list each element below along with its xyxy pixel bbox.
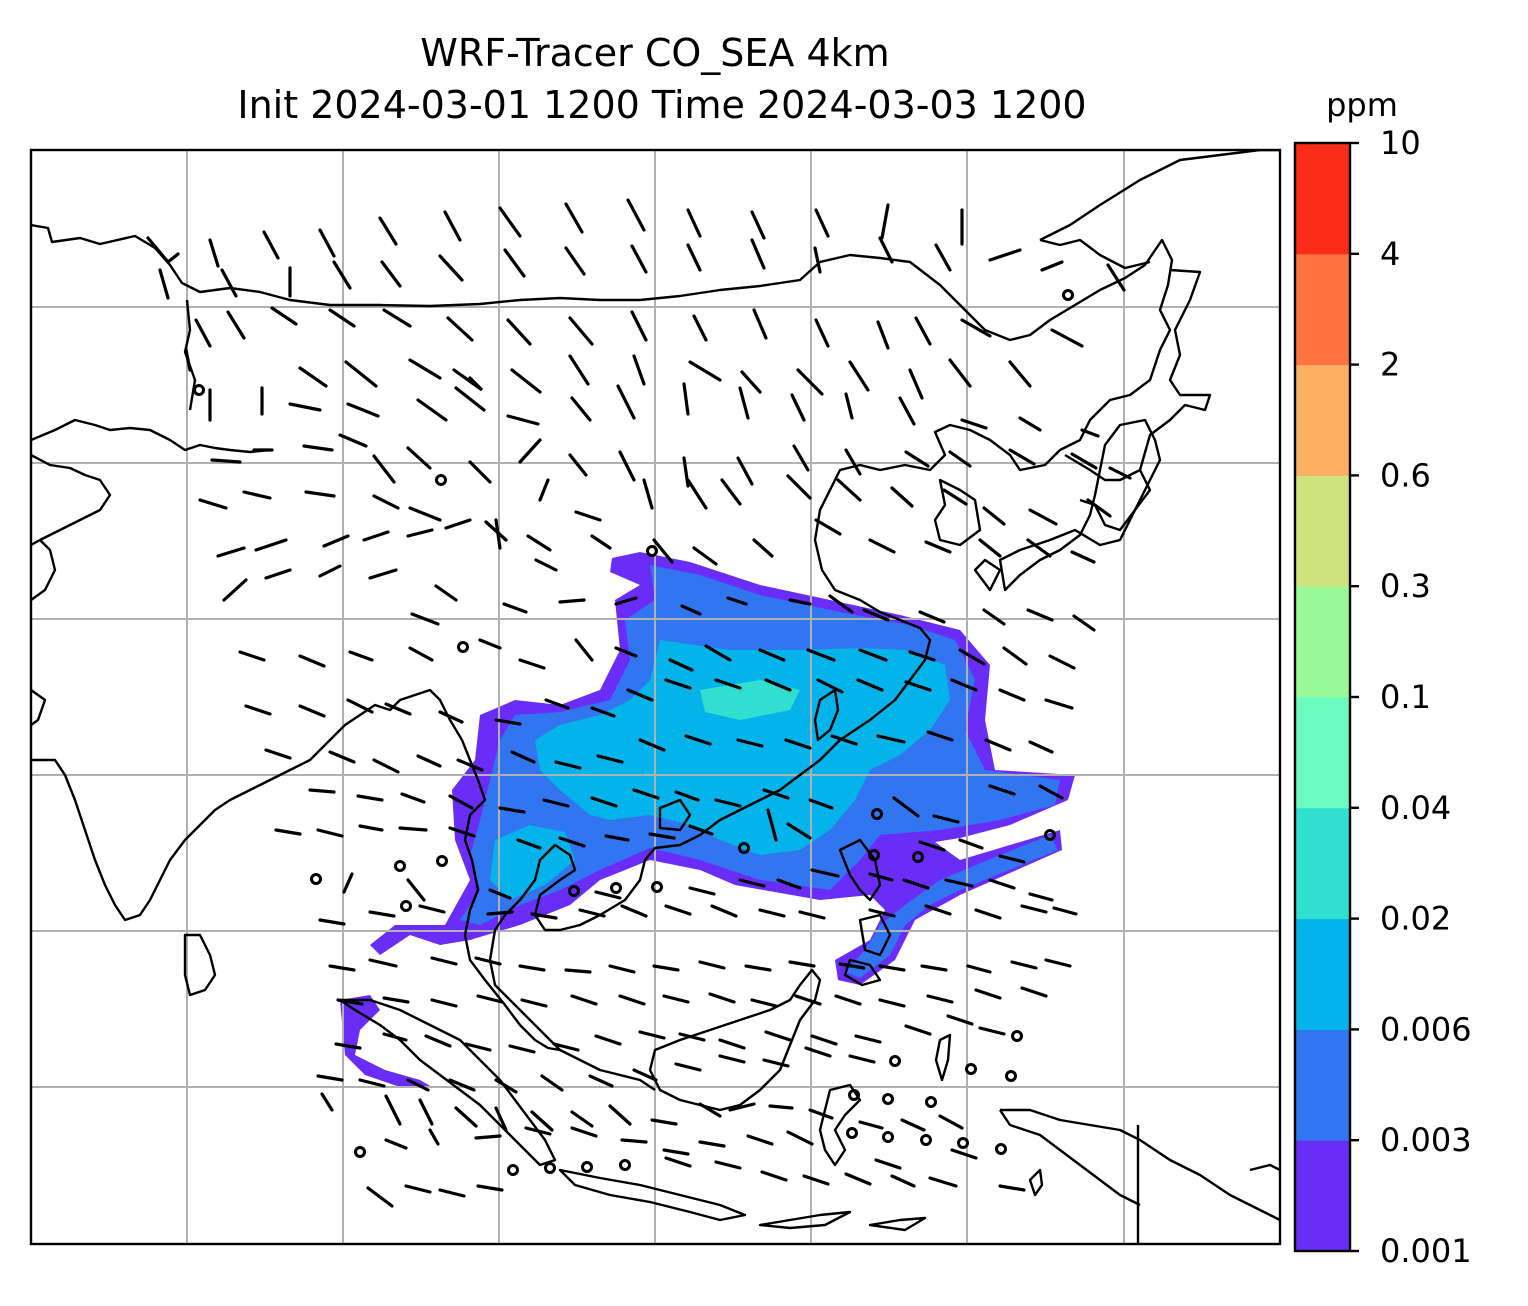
colorbar-tick-label: 0.003 (1380, 1121, 1472, 1159)
gridlines (31, 150, 1280, 1244)
colorbar-segment (1295, 918, 1350, 1030)
plume-level-4 (700, 680, 800, 720)
colorbar-tick-label: 0.6 (1380, 456, 1431, 494)
colorbar-tick-label: 0.02 (1380, 900, 1451, 938)
colorbar-tick-label: 0.001 (1380, 1232, 1472, 1270)
map-frame (29, 148, 1282, 1246)
colorbar-segment (1295, 1029, 1350, 1141)
colorbar-segment (1295, 143, 1350, 255)
colorbar-unit: ppm (1326, 86, 1398, 124)
map-title: WRF-Tracer CO_SEA 4km (420, 31, 889, 75)
colorbar: ppm 0.001 0.003 0.006 0.02 0.04 0.1 0.3 0.6 2 4 10 (1293, 86, 1472, 1270)
calm-wind-markers (193, 289, 1074, 1176)
colorbar-segment (1295, 807, 1350, 920)
colorbar-segment (1295, 253, 1350, 366)
map-panel (29, 148, 1282, 1246)
colorbar-segment (1295, 1140, 1350, 1252)
colorbar-tick-label: 10 (1380, 124, 1421, 162)
map-subtitle: Init 2024-03-01 1200 Time 2024-03-03 120… (237, 83, 1086, 127)
colorbar-tick-label: 0.3 (1380, 567, 1431, 605)
colorbar-tick-label: 0.04 (1380, 789, 1451, 827)
colorbar-tick-label: 2 (1380, 346, 1400, 384)
plume-level-3b (490, 825, 575, 900)
colorbar-tick-label: 0.006 (1380, 1010, 1472, 1048)
plume-level-2b (845, 835, 1058, 978)
colorbar-tick-label: 4 (1380, 235, 1400, 273)
colorbar-segment (1295, 586, 1350, 698)
coastlines (31, 150, 1280, 1244)
wind-barbs (146, 198, 1132, 1208)
colorbar-ticks: 0.001 0.003 0.006 0.02 0.04 0.1 0.3 0.6 2 4 10 (1350, 124, 1472, 1270)
plume-level-1b (340, 995, 432, 1087)
colorbar-tick-label: 0.1 (1380, 678, 1431, 716)
colorbar-segment (1295, 364, 1350, 476)
colorbar-segments (1295, 143, 1350, 1252)
colorbar-segment (1295, 697, 1350, 809)
colorbar-segment (1295, 475, 1350, 587)
